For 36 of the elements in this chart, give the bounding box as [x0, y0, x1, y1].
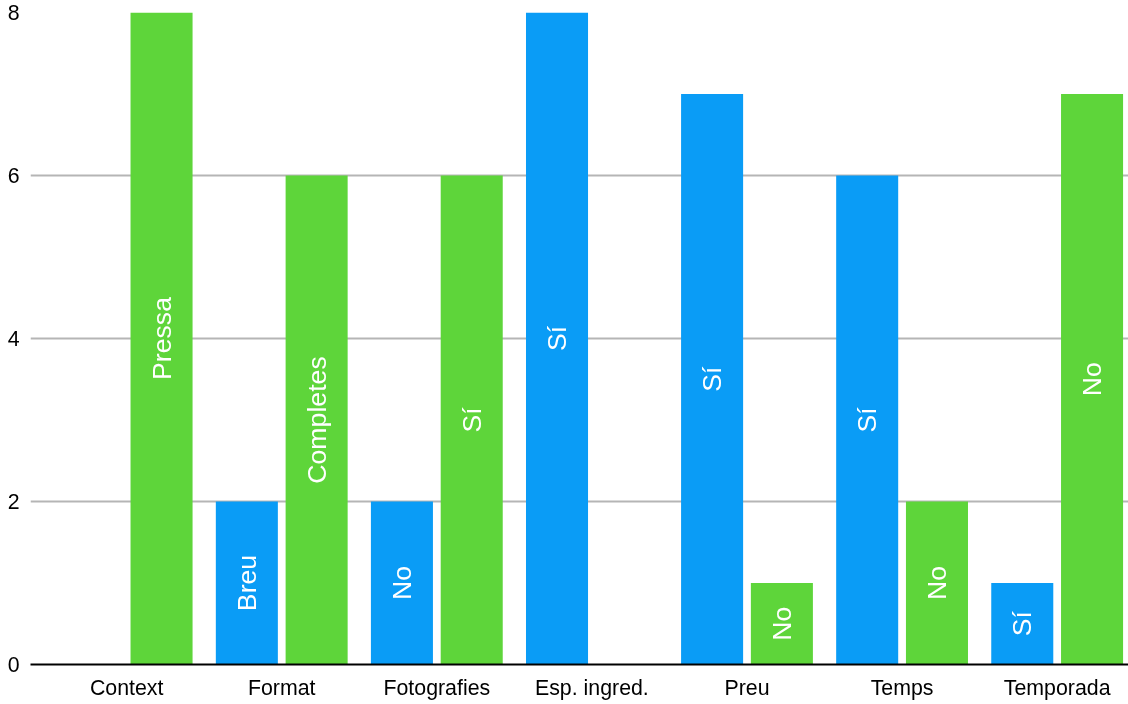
data-label: Completes	[301, 356, 332, 484]
y-tick-label: 6	[7, 164, 20, 188]
bar	[681, 94, 744, 665]
bar	[526, 12, 589, 665]
y-tick-label: 8	[7, 1, 20, 25]
x-tick-label: Esp. ingred.	[535, 675, 649, 700]
data-label: Sí	[542, 325, 573, 352]
data-label: Breu	[231, 554, 262, 612]
bar	[215, 501, 278, 665]
data-label: Sí	[852, 406, 883, 433]
x-tick-label: Temps	[870, 675, 934, 700]
data-label: Sí	[697, 366, 728, 392]
x-tick-label: Fotografies	[383, 675, 491, 700]
data-label: No	[386, 565, 417, 601]
bar	[836, 175, 899, 665]
data-label: No	[766, 606, 797, 641]
data-label: No	[1077, 362, 1108, 397]
data-label: Sí	[456, 406, 487, 433]
x-tick-label: Temporada	[1003, 675, 1111, 700]
bar	[991, 583, 1054, 665]
y-tick-label: 2	[7, 490, 20, 514]
bar	[905, 501, 968, 665]
y-tick-label: 4	[7, 327, 20, 351]
x-tick-label: Context	[89, 675, 164, 700]
bar	[285, 175, 348, 665]
y-tick-label: 0	[7, 653, 20, 677]
x-tick-label: Preu	[724, 675, 770, 700]
data-label: Pressa	[146, 296, 177, 380]
bar	[1061, 94, 1124, 665]
bar	[440, 175, 503, 665]
data-label: No	[921, 565, 952, 601]
data-label: Sí	[1007, 610, 1038, 637]
bar	[750, 583, 813, 665]
x-tick-label: Format	[247, 675, 316, 700]
bar	[370, 501, 433, 665]
bar	[130, 12, 193, 665]
